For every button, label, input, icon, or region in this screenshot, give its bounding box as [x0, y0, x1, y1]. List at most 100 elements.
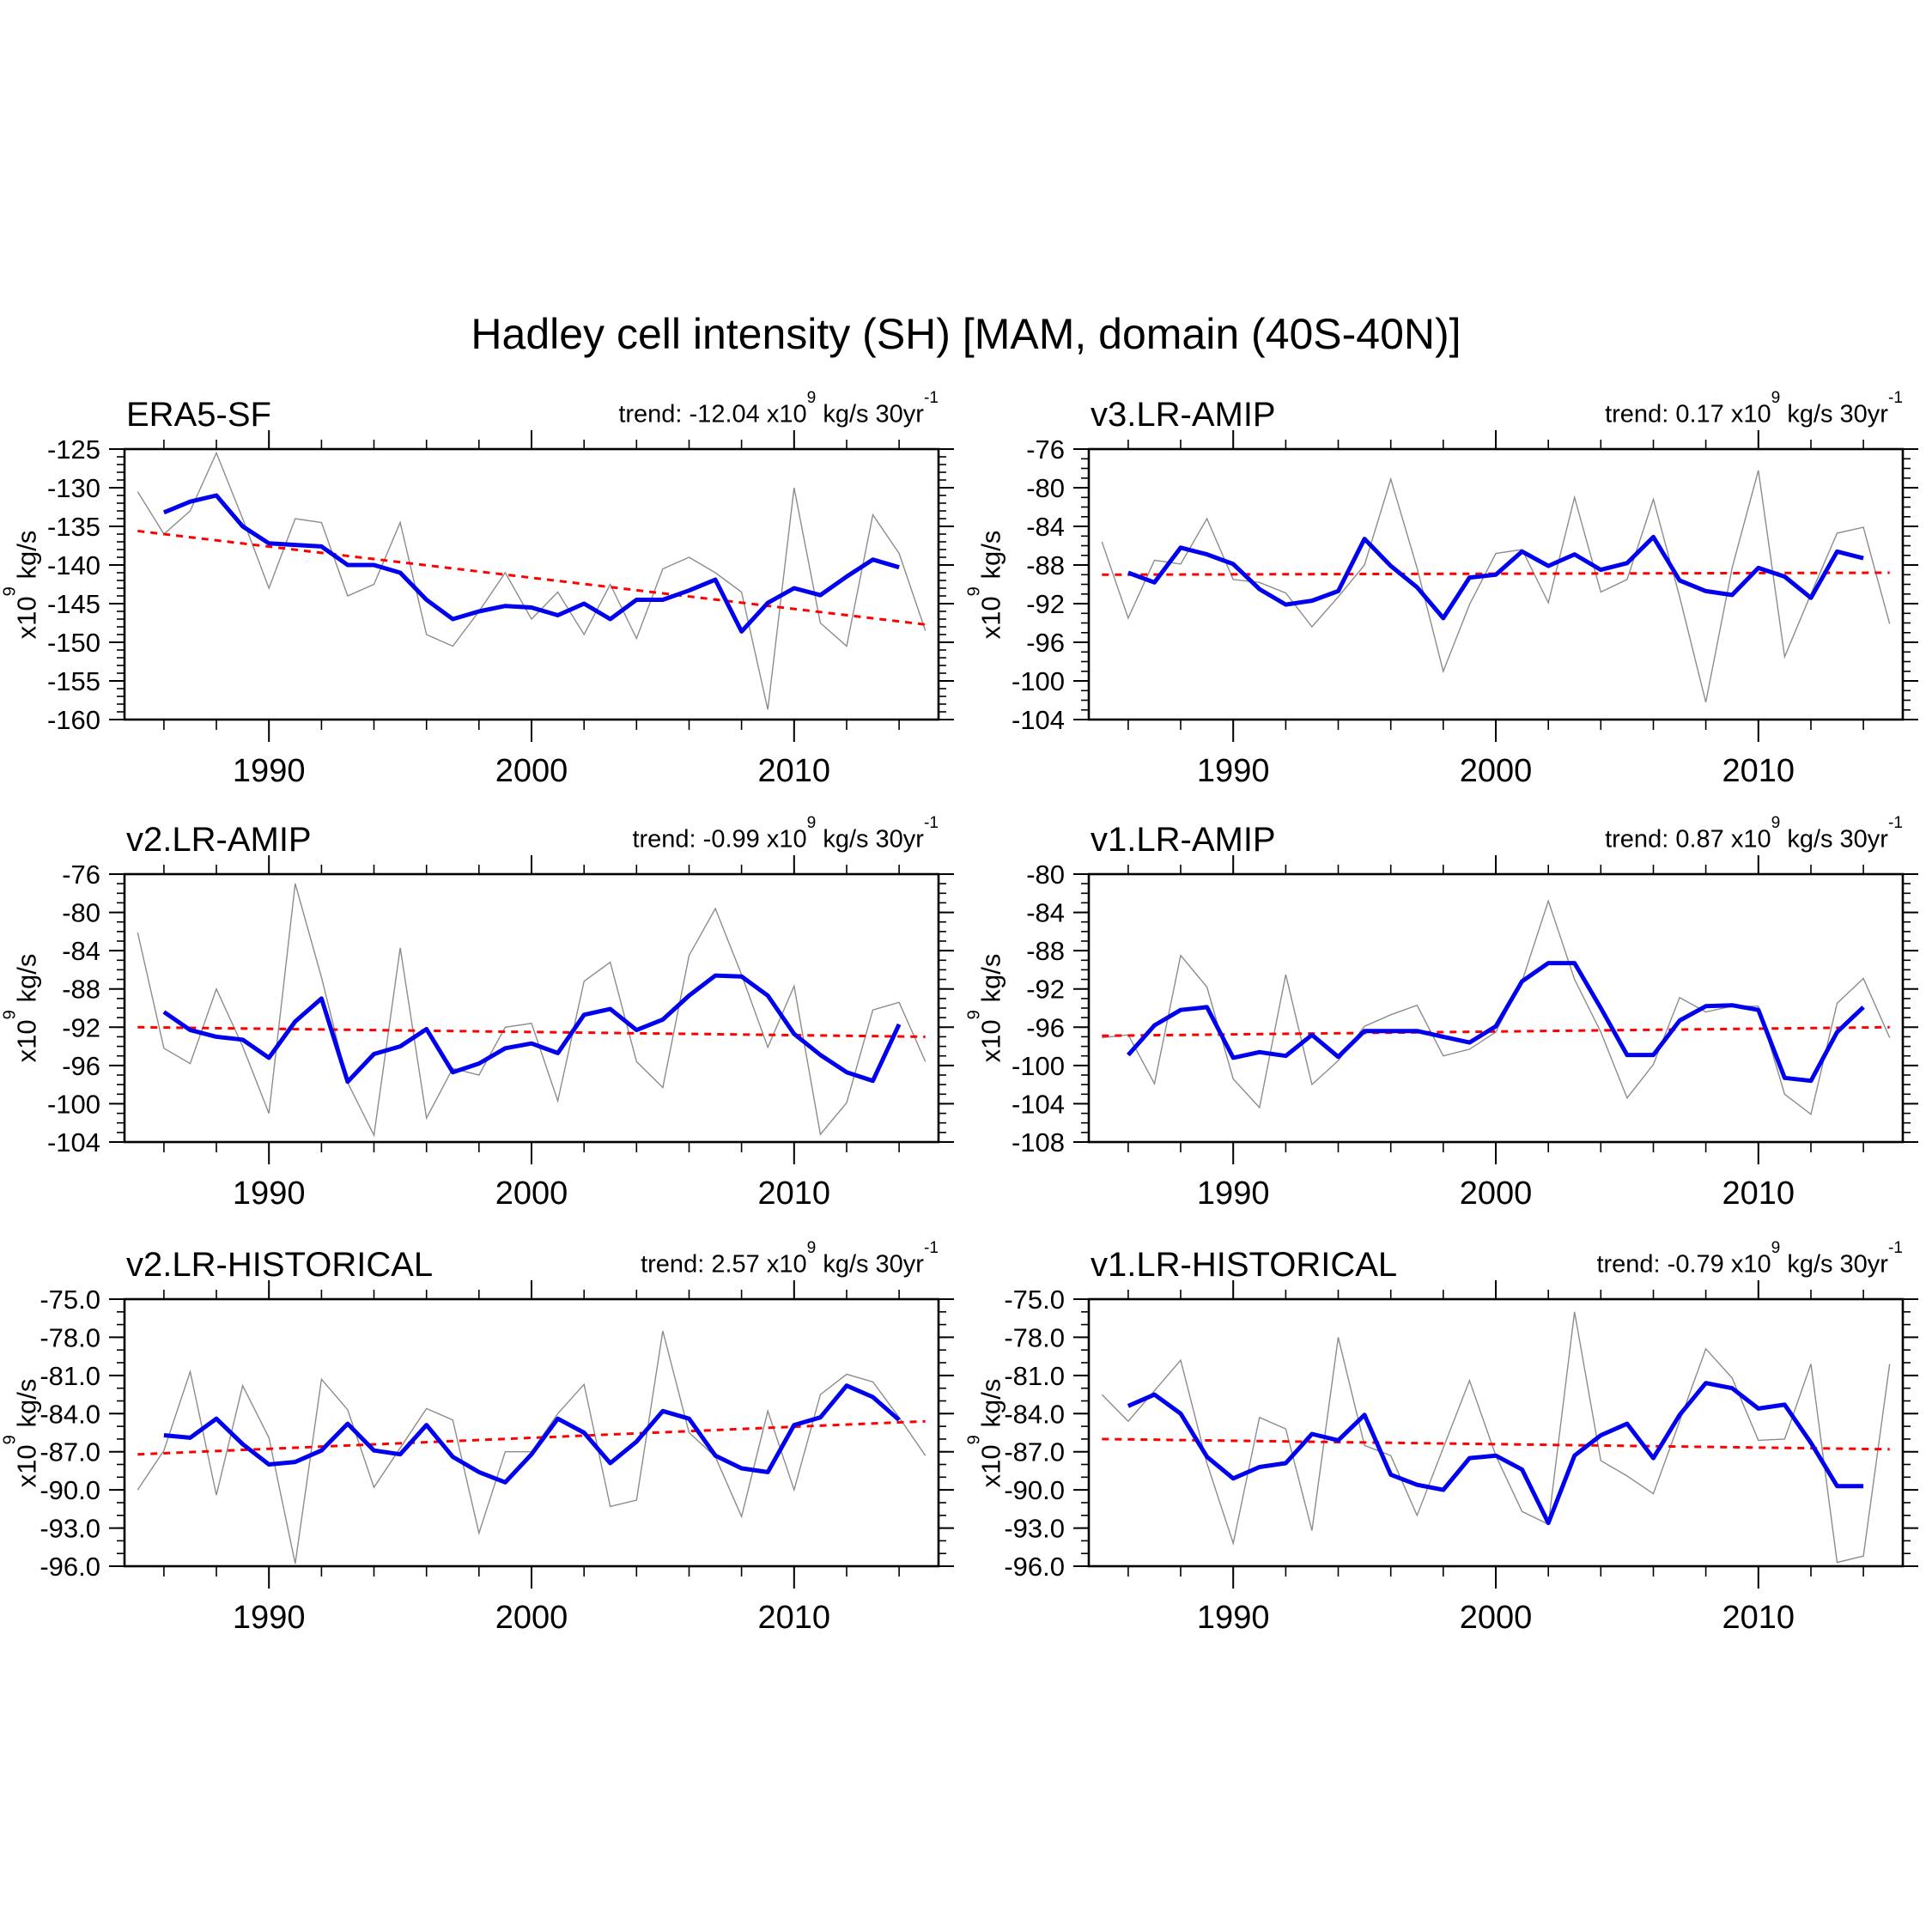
text-part: x10: [975, 595, 1006, 639]
y-tick-label: -92: [1026, 589, 1065, 619]
trend-line: [1102, 1437, 1890, 1451]
y-tick-label: -81.0: [1004, 1361, 1065, 1391]
text-part: -1: [1887, 1239, 1903, 1258]
y-axis-unit-label: x109 kg/s: [0, 530, 42, 639]
text-part: trend:: [641, 1250, 705, 1279]
trend-line: [137, 529, 926, 626]
y-axis-unit-label: x109 kg/s: [0, 953, 42, 1063]
text-part: -12.04: [689, 400, 760, 428]
y-tick-label: -84: [62, 936, 100, 966]
text-part: x10: [975, 1019, 1006, 1063]
text-part: 9: [0, 1010, 20, 1020]
x-tick-label: 2010: [758, 1600, 831, 1636]
text-part: kg/s 30yr: [823, 1250, 924, 1279]
y-axis-unit-label: x109 kg/s: [964, 530, 1006, 639]
text-part: 9: [0, 586, 20, 596]
x-tick-label: 1990: [233, 1176, 306, 1212]
trend-label: trend: -0.79 x109 kg/s 30yr-1: [1089, 1239, 1903, 1279]
y-tick-label: -140: [47, 550, 100, 580]
y-tick-label: -75.0: [1004, 1285, 1065, 1315]
trend-label: trend: 0.17 x109 kg/s 30yr-1: [1089, 389, 1903, 429]
text-part: kg/s: [975, 953, 1006, 1003]
y-axis-unit-label: x109 kg/s: [964, 1378, 1006, 1487]
trend-line: [1102, 1025, 1890, 1037]
y-tick-label: -78.0: [39, 1322, 100, 1352]
text-part: kg/s 30yr: [823, 400, 924, 428]
text-part: x10: [766, 1250, 807, 1279]
x-tick-label: 2010: [1722, 1176, 1795, 1212]
y-tick-label: -150: [47, 628, 100, 658]
y-axis-unit-label: x109 kg/s: [964, 953, 1006, 1063]
y-tick-label: -80: [62, 898, 100, 928]
text-part: kg/s 30yr: [1787, 825, 1888, 854]
y-axis-unit-label: x109 kg/s: [0, 1378, 42, 1487]
text-part: -0.99: [702, 825, 760, 854]
text-part: kg/s: [975, 1378, 1006, 1427]
panel-v2.LR-AMIP: -76 -80 -84 -88 -92 -96 -100 -104 1990 2000 2010: [47, 855, 954, 1212]
x-tick-label: 2000: [1460, 1176, 1533, 1212]
y-tick-label: -145: [47, 589, 100, 619]
text-part: 9: [806, 814, 817, 833]
plot-frame: [123, 1297, 940, 1568]
y-tick-label: -78.0: [1004, 1322, 1065, 1352]
plot-frame: [1087, 447, 1905, 721]
y-tick-label: -92: [62, 1012, 100, 1042]
panel-v2.LR-HISTORICAL: -75.0 -78.0 -81.0 -84.0 -87.0 -90.0 -93.0 -96.0…: [39, 1280, 954, 1636]
text-part: kg/s: [975, 530, 1006, 579]
x-tick-label: 1990: [233, 1600, 306, 1636]
text-part: -1: [923, 814, 939, 833]
y-tick-label: -100: [47, 1089, 100, 1119]
x-tick-label: 1990: [1197, 1600, 1270, 1636]
text-part: x10: [1730, 400, 1771, 428]
y-tick-label: -80: [1026, 860, 1065, 890]
y-tick-label: -160: [47, 705, 100, 735]
text-part: -1: [923, 389, 939, 408]
text-part: x10: [11, 1443, 42, 1487]
text-part: trend:: [632, 825, 696, 854]
trend-line: [137, 1025, 926, 1038]
y-tick-label: -100: [1012, 1051, 1065, 1081]
x-tick-label: 2000: [495, 1176, 568, 1212]
y-tick-label: -155: [47, 666, 100, 696]
y-tick-label: -93.0: [1004, 1514, 1065, 1544]
panel-title: v1.LR-AMIP: [1091, 821, 1276, 859]
y-tick-label: -88: [1026, 936, 1065, 966]
annual-series-line: [137, 883, 927, 1138]
text-part: 9: [806, 1239, 817, 1258]
y-tick-label: -96.0: [1004, 1552, 1065, 1582]
panel-v1.LR-AMIP: -80 -84 -88 -92 -96 -100 -104 -108 1990 2000 2010: [1012, 855, 1918, 1212]
text-part: 9: [0, 1434, 20, 1444]
text-part: 9: [1771, 814, 1781, 833]
text-part: trend:: [1596, 1250, 1661, 1279]
text-part: kg/s: [11, 953, 42, 1003]
text-part: trend:: [618, 400, 683, 428]
text-part: 9: [806, 389, 817, 408]
text-part: 9: [963, 586, 984, 596]
x-tick-label: 2010: [1722, 1600, 1795, 1636]
smoothed-series-line: [162, 973, 902, 1084]
text-part: x10: [1730, 825, 1771, 854]
y-tick-label: -84: [1026, 898, 1065, 928]
text-part: x10: [11, 1019, 42, 1063]
x-tick-label: 2000: [1460, 1600, 1533, 1636]
plot-frame: [123, 872, 940, 1144]
y-tick-label: -93.0: [39, 1514, 100, 1544]
trend-label: trend: 0.87 x109 kg/s 30yr-1: [1089, 814, 1903, 854]
y-tick-label: -92: [1026, 975, 1065, 1005]
text-part: -0.79: [1667, 1250, 1724, 1279]
panel-title: v1.LR-HISTORICAL: [1091, 1246, 1398, 1284]
text-part: kg/s: [11, 530, 42, 579]
trend-label: trend: -0.99 x109 kg/s 30yr-1: [125, 814, 939, 854]
y-tick-label: -104: [1012, 705, 1065, 735]
text-part: 0.87: [1675, 825, 1724, 854]
annual-series-line: [137, 1330, 927, 1564]
smoothed-series-line: [162, 493, 900, 634]
plot-frame: [123, 447, 940, 721]
y-tick-label: -87.0: [1004, 1437, 1065, 1467]
y-tick-label: -76: [1026, 434, 1065, 465]
panel-title: ERA5-SF: [126, 396, 271, 434]
text-part: trend:: [1605, 400, 1669, 428]
annual-series-line: [1102, 898, 1891, 1115]
y-tick-label: -130: [47, 473, 100, 503]
